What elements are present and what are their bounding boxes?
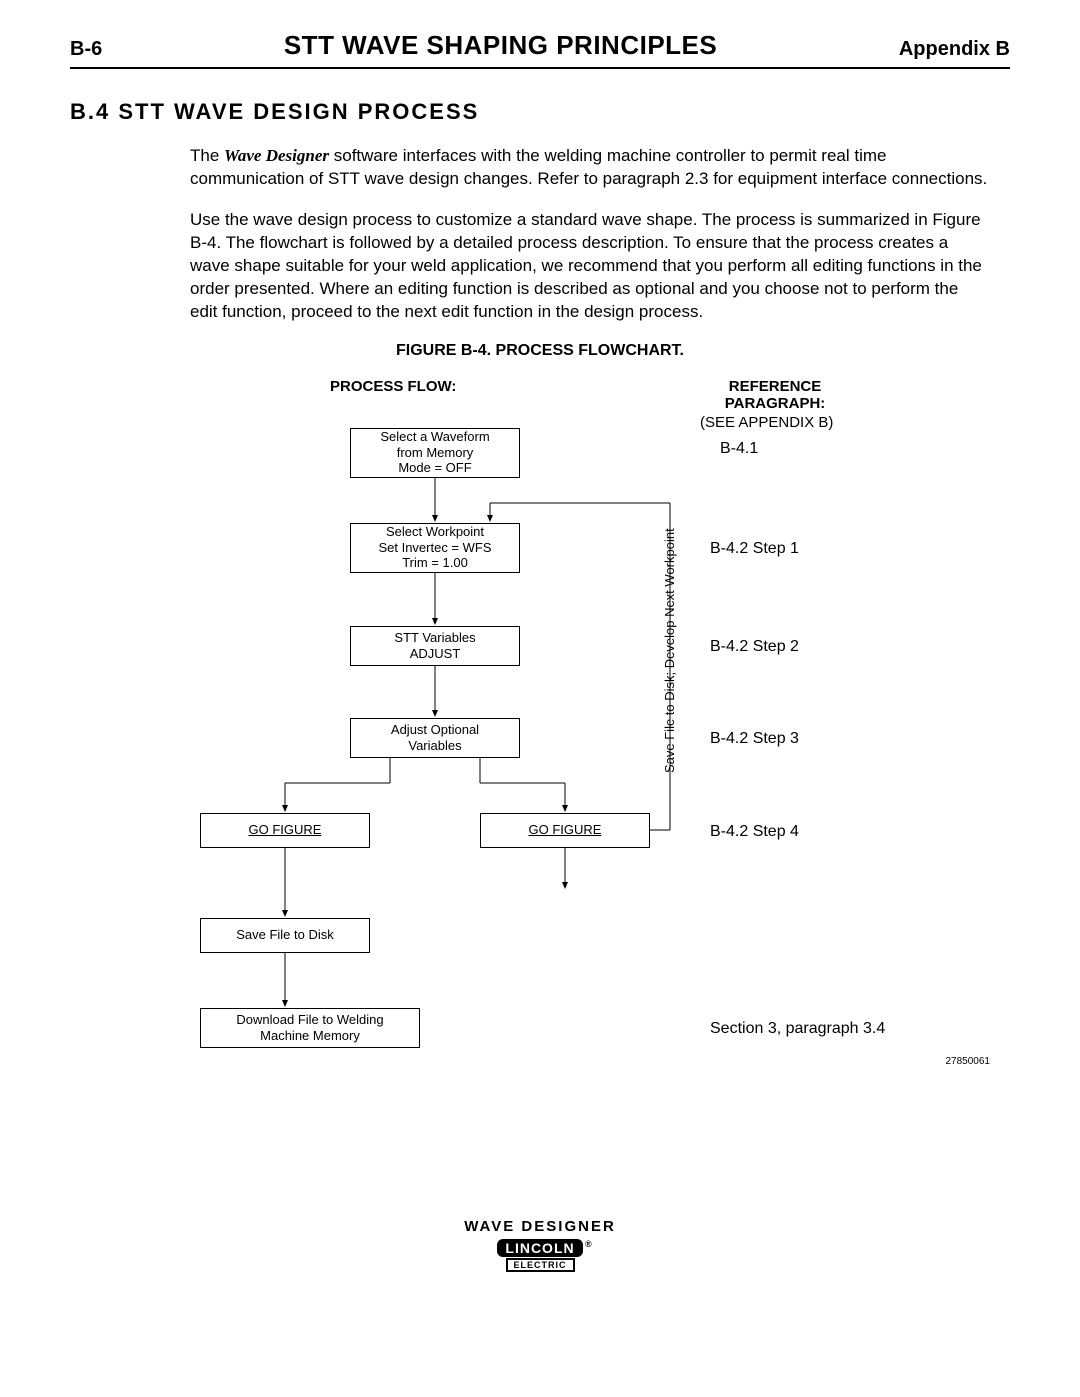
reference-heading: REFERENCE PARAGRAPH: bbox=[710, 378, 840, 412]
flowchart-edges bbox=[70, 378, 1010, 1098]
node-go-figure-right: GO FIGURE bbox=[480, 813, 650, 848]
lincoln-logo: LINCOLN ® ELECTRIC bbox=[70, 1239, 1010, 1272]
node-go-figure-left: GO FIGURE bbox=[200, 813, 370, 848]
paragraph-1: The Wave Designer software interfaces wi… bbox=[190, 145, 990, 191]
n3-l2: ADJUST bbox=[410, 646, 461, 662]
n4-l2: Variables bbox=[408, 738, 461, 754]
n8-l2: Machine Memory bbox=[260, 1028, 360, 1044]
n2-l2: Set Invertec = WFS bbox=[378, 540, 491, 556]
logo-top: LINCOLN ® bbox=[497, 1239, 582, 1257]
reference-heading-l2: PARAGRAPH: bbox=[725, 395, 826, 412]
ref-5: B-4.2 Step 4 bbox=[710, 823, 799, 841]
p1-prefix: The bbox=[190, 146, 224, 165]
ref-1: B-4.1 bbox=[720, 440, 758, 458]
reference-heading-l1: REFERENCE bbox=[729, 378, 822, 395]
n4-l1: Adjust Optional bbox=[391, 722, 479, 738]
paragraph-2: Use the wave design process to customize… bbox=[190, 209, 990, 324]
node-download-file: Download File to Welding Machine Memory bbox=[200, 1008, 420, 1048]
n3-l1: STT Variables bbox=[394, 630, 475, 646]
ref-4: B-4.2 Step 3 bbox=[710, 730, 799, 748]
process-flow-heading: PROCESS FLOW: bbox=[330, 378, 456, 395]
n6-text: GO FIGURE bbox=[529, 822, 602, 838]
node-select-waveform: Select a Waveform from Memory Mode = OFF bbox=[350, 428, 520, 478]
p1-brand: Wave Designer bbox=[224, 146, 329, 165]
header-title: STT WAVE SHAPING PRINCIPLES bbox=[284, 30, 717, 61]
footer-title: WAVE DESIGNER bbox=[70, 1218, 1010, 1235]
ref-2: B-4.2 Step 1 bbox=[710, 540, 799, 558]
header-page-number: B-6 bbox=[70, 38, 102, 61]
n1-l3: Mode = OFF bbox=[398, 460, 471, 476]
n2-l3: Trim = 1.00 bbox=[402, 555, 468, 571]
flowchart: PROCESS FLOW: REFERENCE PARAGRAPH: (SEE … bbox=[70, 378, 1010, 1098]
n8-l1: Download File to Welding bbox=[236, 1012, 383, 1028]
footer: WAVE DESIGNER LINCOLN ® ELECTRIC bbox=[70, 1218, 1010, 1272]
node-adjust-optional: Adjust Optional Variables bbox=[350, 718, 520, 758]
page-header: B-6 STT WAVE SHAPING PRINCIPLES Appendix… bbox=[70, 30, 1010, 69]
figure-id: 27850061 bbox=[946, 1056, 991, 1067]
registered-icon: ® bbox=[585, 1239, 593, 1249]
header-appendix: Appendix B bbox=[899, 38, 1010, 61]
ref-6: Section 3, paragraph 3.4 bbox=[710, 1020, 885, 1038]
loop-vertical-label: Save File to Disk; Develop Next Workpoin… bbox=[662, 528, 677, 773]
n1-l1: Select a Waveform bbox=[380, 429, 489, 445]
node-select-workpoint: Select Workpoint Set Invertec = WFS Trim… bbox=[350, 523, 520, 573]
page: B-6 STT WAVE SHAPING PRINCIPLES Appendix… bbox=[0, 0, 1080, 1312]
node-save-file: Save File to Disk bbox=[200, 918, 370, 953]
node-stt-variables: STT Variables ADJUST bbox=[350, 626, 520, 666]
ref-3: B-4.2 Step 2 bbox=[710, 638, 799, 656]
section-title: B.4 STT WAVE DESIGN PROCESS bbox=[70, 99, 1010, 125]
n1-l2: from Memory bbox=[397, 445, 474, 461]
n5-text: GO FIGURE bbox=[249, 822, 322, 838]
see-appendix: (SEE APPENDIX B) bbox=[700, 414, 833, 431]
logo-top-text: LINCOLN bbox=[505, 1240, 574, 1256]
n7-text: Save File to Disk bbox=[236, 927, 334, 943]
figure-title: FIGURE B-4. PROCESS FLOWCHART. bbox=[70, 342, 1010, 360]
n2-l1: Select Workpoint bbox=[386, 524, 484, 540]
logo-bottom: ELECTRIC bbox=[506, 1258, 575, 1272]
